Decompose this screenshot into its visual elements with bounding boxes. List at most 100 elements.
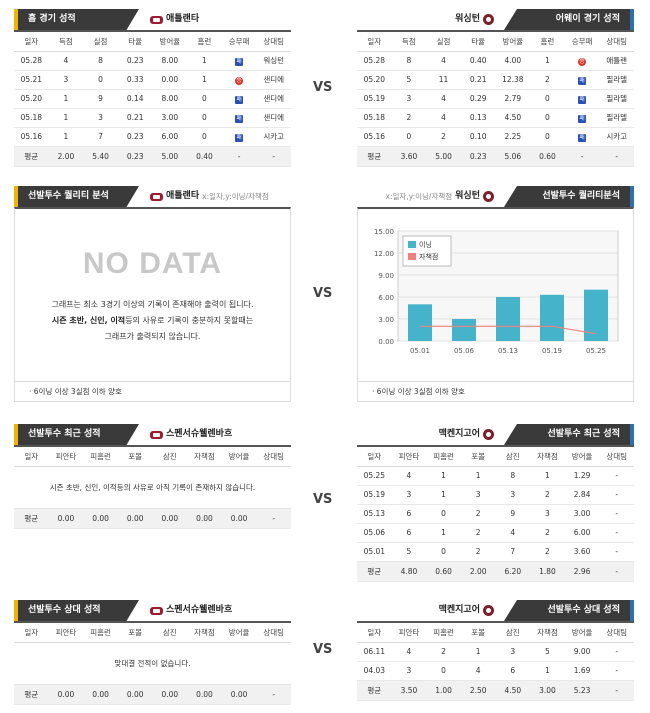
loss-badge: 패 [578,76,587,85]
table-cell: 4 [460,661,496,681]
table-cell: 3 [391,661,427,681]
column-header: 포볼 [460,446,496,467]
column-header: 방어율 [495,31,531,52]
away-record-table: 일자 득점 실점 타율 방어율 홈런 승무패 상대팀 05.28 8 4 0.40 4.00 1 승 애틀랜… [357,30,634,167]
loss-badge: 패 [235,57,244,66]
table-cell: 평균 [357,561,392,582]
quality-left-team: 애틀랜타 x:일자,y:이닝/자책점 [150,186,269,207]
table-cell: 0.00 [152,684,188,705]
table-cell: 패 [221,89,257,109]
column-header: 상대팀 [599,446,634,467]
x-tick-label: 05.13 [498,347,518,355]
table-cell: 0 [530,108,565,128]
column-header: 일자 [357,622,392,643]
table-cell: 3 [391,485,427,505]
vs-label-1: VS [313,80,333,95]
table-cell: 2.79 [495,89,531,109]
column-header: 득점 [391,31,427,52]
table-cell: 5.40 [83,146,118,167]
recent-right-team-name: 맥켄지고어 [438,429,480,439]
vs-left-title: 선발투수 상대 성적 [14,600,139,621]
table-cell: 1 [426,485,461,505]
no-data-message-1: 그래프는 최소 3경기 이상의 기록이 존재해야 출력이 됩니다. [51,300,254,309]
column-header: 일자 [357,446,392,467]
quality-right-footnote: · 6이닝 이상 3실점 이하 양호 [358,381,633,401]
table-cell: 0.23 [117,51,153,71]
table-cell: 0.14 [117,89,153,109]
quality-right-header: x:일자,y:이닝/자책점 워싱턴 선발투수 퀄리티분석 [357,186,634,207]
table-cell: 패 [221,127,257,147]
table-cell: 2 [530,523,565,543]
table-cell: 1 [48,108,84,128]
loss-badge: 패 [235,133,244,142]
table-cell: 0.29 [460,89,496,109]
column-header: 삼진 [495,622,531,643]
table-cell: 4 [495,523,531,543]
table-row: 05.06 6 1 2 4 2 6.00- [357,523,634,543]
quality-right-axis-note: x:일자,y:이닝/자책점 [385,192,453,201]
table-cell: 05.16 [14,127,49,147]
recent-left-table: 일자 피안타 피홈런 포볼 삼진 자책점 방어율 상대팀 시즌 초반, 신인, 이적등의 사유… [14,445,291,529]
average-row: 평균 3.60 5.00 0.23 5.06 0.60- - [357,146,634,167]
table-row: 05.16 1 7 0.23 6.00 0 패 시카고 [14,127,291,147]
column-header: 포볼 [117,622,153,643]
table-cell: 5.06 [495,146,531,167]
y-tick-label: 3.00 [378,316,394,324]
column-header: 삼진 [495,446,531,467]
table-cell: 7 [495,542,531,562]
vs-right-team-name: 맥켄지고어 [438,605,480,615]
home-team: 애틀랜타 [150,9,199,30]
column-header: 홈런 [530,31,565,52]
x-tick-label: 05.01 [410,347,430,355]
table-cell: 3 [460,485,496,505]
column-header: 타율 [460,31,496,52]
home-record-table: 일자 득점 실점 타율 방어율 홈런 승무패 상대팀 05.28 4 8 0.23 8.00 1 패 워싱턴… [14,30,291,167]
table-cell: - [599,642,634,662]
table-cell: 0.23 [117,146,153,167]
table-cell: 9.00 [564,642,600,662]
table-cell: 4 [48,51,84,71]
table-cell: 11 [426,70,461,90]
table-cell: 0 [530,89,565,109]
table-cell: - [599,661,634,681]
table-cell: 05.19 [357,485,392,505]
table-cell: 0.33 [117,70,153,90]
home-team-name: 애틀랜타 [166,14,200,24]
y-tick-label: 0.00 [378,338,394,346]
washington-logo-icon [483,605,494,616]
x-tick-label: 05.06 [454,347,475,355]
table-cell: 3.60 [391,146,427,167]
table-cell: 승 [564,51,600,71]
table-cell: 평균 [14,508,49,529]
table-cell: 1 [530,466,565,486]
table-row: 05.13 6 0 2 9 3 3.00- [357,504,634,524]
table-cell: - [599,680,634,701]
recent-right-table: 일자 피안타 피홈런 포볼 삼진 자책점 방어율 상대팀 05.25 4 1 1 8 1 1.29-05.… [357,445,634,582]
washington-logo-icon [483,14,494,25]
y-tick-label: 12.00 [374,250,394,258]
table-cell: 5.00 [426,146,461,167]
table-cell: - [599,504,634,524]
recent-right-title: 선발투수 최근 성적 [504,424,634,445]
table-cell: 0.23 [460,146,496,167]
vs-left-panel: 선발투수 상대 성적 스펜서슈웰렌바흐 일자 피안타 피홈런 포볼 삼진 자책점 방어율 상대… [14,600,291,705]
table-cell: 1 [460,642,496,662]
column-header: 자책점 [187,446,222,467]
legend-swatch [408,241,416,248]
quality-left-team-name: 애틀랜타 [166,191,200,201]
table-row: 05.28 4 8 0.23 8.00 1 패 워싱턴 [14,51,291,71]
quality-right-title: 선발투수 퀄리티분석 [504,186,634,207]
column-header: 승무패 [221,31,257,52]
table-cell: 0.40 [460,51,496,71]
quality-right-team-name: 워싱턴 [455,191,480,201]
column-header: 삼진 [152,446,188,467]
atlanta-logo-icon [150,15,163,24]
recent-left-panel: 선발투수 최근 성적 스펜서슈웰렌바흐 일자 피안타 피홈런 포볼 삼진 자책점 방어율 상대… [14,424,291,529]
table-row: 05.18 1 3 0.21 3.00 0 패 샌디에 [14,108,291,128]
column-header: 피홈런 [426,622,461,643]
no-data-title: NO DATA [82,247,223,280]
column-header: 상대팀 [256,446,291,467]
column-header: 일자 [14,31,49,52]
table-cell: 2 [460,523,496,543]
quality-right-team: x:일자,y:이닝/자책점 워싱턴 [386,186,494,207]
